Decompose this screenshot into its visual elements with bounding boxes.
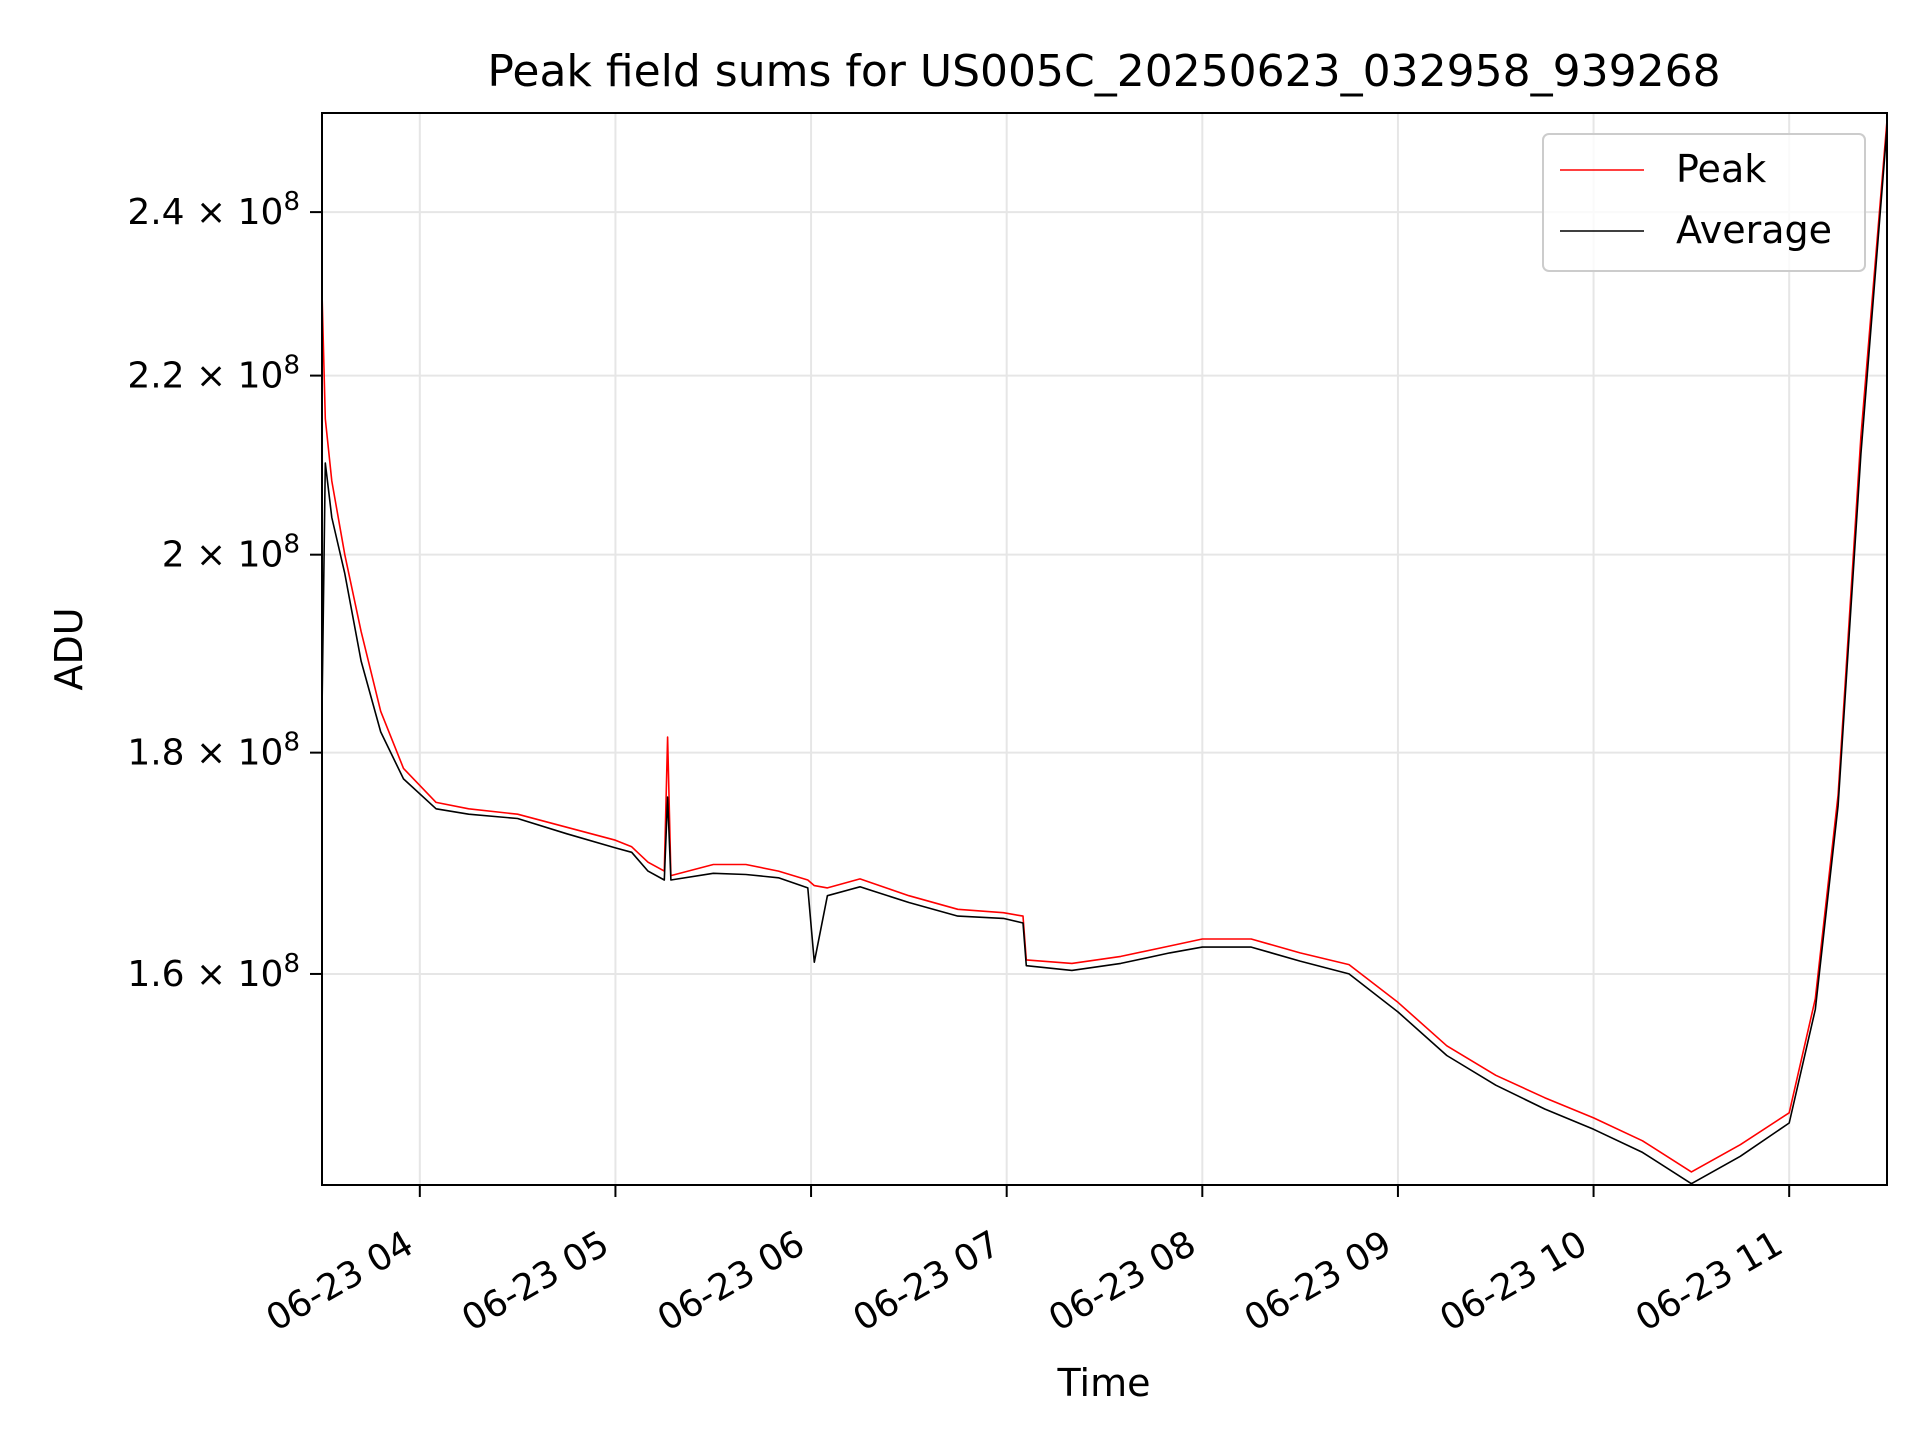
- legend: Peak Average: [1542, 133, 1866, 272]
- series-line-average: [322, 127, 1887, 1185]
- y-tick-label: 2.2 × 108: [127, 351, 300, 397]
- y-tick-label: 2 × 108: [162, 530, 300, 576]
- y-tick-label: 2.4 × 108: [127, 187, 300, 233]
- y-tick-label: 1.8 × 108: [127, 728, 300, 774]
- series-line-peak: [322, 120, 1887, 1173]
- plot-frame: [321, 112, 1888, 1186]
- legend-box: [1542, 133, 1866, 272]
- chart-title: Peak field sums for US005C_20250623_0329…: [487, 46, 1720, 97]
- y-axis-ticks: 2.4 × 108 2.2 × 108 2 × 108 1.8 × 108 1.6 × …: [127, 187, 322, 995]
- y-axis-label: ADU: [47, 607, 91, 690]
- series-layer: [322, 120, 1887, 1185]
- legend-label-average: Average: [1676, 208, 1832, 252]
- legend-label-peak: Peak: [1676, 147, 1766, 191]
- x-axis-label: Time: [1057, 1361, 1151, 1405]
- grid: [322, 113, 1887, 1185]
- y-tick-label: 1.6 × 108: [127, 949, 300, 995]
